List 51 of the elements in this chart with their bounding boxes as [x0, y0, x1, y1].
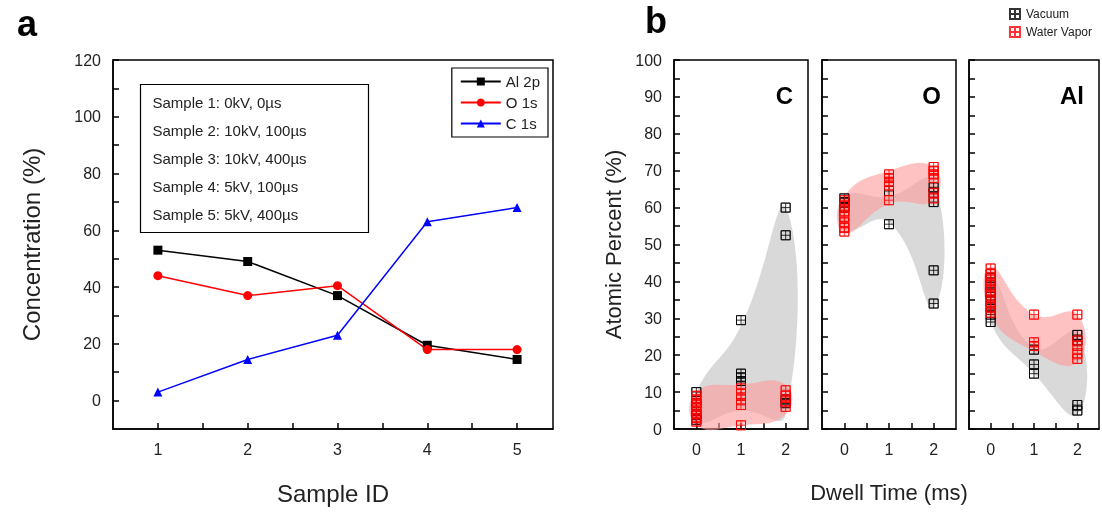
y-tick-label: 30 [644, 309, 663, 327]
y-tick-label: 100 [635, 51, 663, 69]
legend-label: Water Vapor [1025, 25, 1093, 39]
x-tick-label: 0 [691, 440, 701, 458]
x-tick-label: 1 [884, 440, 894, 458]
y-tick-label: 70 [644, 162, 663, 180]
y-tick-label: 40 [83, 278, 102, 296]
y-tick-label: 60 [644, 199, 663, 217]
text: O [922, 81, 941, 109]
x-axis-title: Dwell Time (ms) [810, 479, 968, 505]
y-tick-label: 90 [644, 88, 663, 106]
annotation: Sample 3: 10kV, 400µs [152, 149, 307, 167]
y-tick-label: 80 [644, 125, 663, 143]
x-tick-label: 2 [243, 440, 253, 458]
y-tick-label: 0 [653, 420, 663, 438]
x-tick-label: 4 [422, 440, 432, 458]
y-tick-label: 20 [644, 346, 663, 364]
x-tick-label: 2 [1072, 440, 1082, 458]
x-axis-title: Sample ID [276, 479, 390, 507]
x-tick-label: 1 [1029, 440, 1039, 458]
y-tick-label: 60 [83, 221, 102, 239]
y-tick-label: 0 [92, 392, 102, 410]
y-tick-label: 50 [644, 236, 663, 253]
x-tick-label: 3 [333, 440, 343, 458]
text: C [775, 81, 794, 109]
legend-label: C 1s [505, 115, 537, 132]
x-tick-label: 1 [736, 440, 746, 458]
annotation: Sample 1: 0kV, 0µs [152, 93, 282, 111]
legend-label: Vacuum [1025, 7, 1070, 21]
y-tick-label: 10 [644, 383, 663, 401]
y-tick-label: 20 [83, 335, 102, 353]
annotation: Sample 5: 5kV, 400µs [152, 205, 299, 223]
y-tick-label: 40 [644, 272, 663, 290]
annotation: Sample 2: 10kV, 100µs [152, 121, 307, 139]
chart-title: a [17, 2, 38, 44]
x-tick-label: 1 [153, 440, 163, 458]
y-axis-title: Concentration (%) [17, 147, 45, 342]
x-tick-label: 2 [929, 440, 939, 458]
x-tick-label: 0 [839, 440, 849, 458]
y-tick-label: 120 [74, 51, 102, 69]
x-tick-label: 2 [781, 440, 791, 458]
x-tick-label: 5 [512, 440, 522, 458]
x-tick-label: 0 [986, 440, 996, 458]
legend-label: O 1s [505, 94, 538, 111]
y-tick-label: 80 [83, 165, 102, 183]
annotation: Sample 4: 5kV, 100µs [152, 177, 299, 195]
legend-label: Al 2p [505, 73, 541, 90]
y-axis-title: Atomic Percent (%) [600, 149, 626, 340]
text: b [645, 0, 667, 41]
text: Al [1060, 81, 1084, 109]
y-tick-label: 100 [74, 108, 102, 126]
